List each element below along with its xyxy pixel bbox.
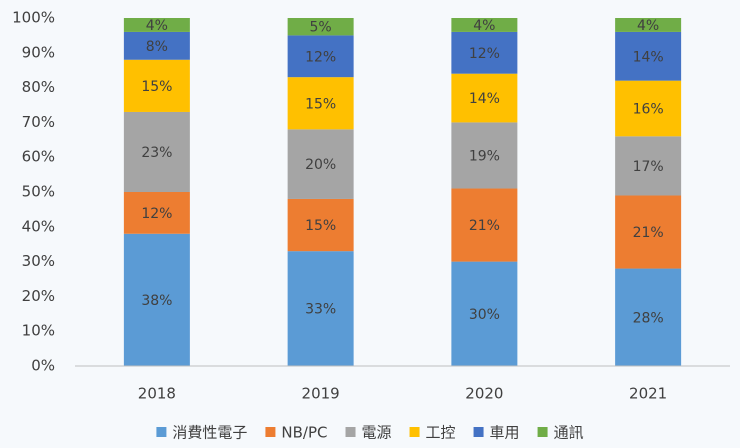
data-label: 15% <box>305 218 336 234</box>
y-tick-label: 100% <box>12 9 55 27</box>
bar-segment <box>287 129 354 199</box>
data-label: 12% <box>305 49 336 65</box>
bar-segment <box>451 73 518 123</box>
data-label: 17% <box>633 159 664 175</box>
y-tick-label: 80% <box>22 78 55 96</box>
data-label: 16% <box>633 101 664 117</box>
y-tick-label: 10% <box>22 322 55 340</box>
y-tick-label: 90% <box>22 43 55 61</box>
legend-label: 工控 <box>426 424 456 442</box>
data-label: 8% <box>146 39 168 55</box>
y-tick-label: 70% <box>22 113 55 131</box>
y-tick-label: 0% <box>31 357 55 375</box>
bar-segment <box>287 18 354 36</box>
bar-segment <box>615 31 682 81</box>
bar-segment <box>451 261 518 366</box>
legend-label: 電源 <box>362 424 392 442</box>
legend-marker <box>537 427 548 437</box>
data-label: 5% <box>310 20 332 36</box>
data-label: 14% <box>469 91 500 107</box>
bar-segment <box>123 233 190 366</box>
bar-segment <box>123 192 190 234</box>
x-tick-label: 2020 <box>465 385 503 403</box>
data-label: 4% <box>146 18 168 34</box>
y-tick-label: 30% <box>22 252 55 270</box>
y-tick-label: 60% <box>22 148 55 166</box>
bar-segment <box>451 122 518 189</box>
data-label: 15% <box>141 79 172 95</box>
legend-marker <box>473 427 484 437</box>
bar-segment <box>287 35 354 78</box>
bar-segment <box>287 198 354 252</box>
legend-marker <box>409 427 420 437</box>
legend-label: NB/PC <box>281 424 327 442</box>
bar-segment <box>123 31 190 60</box>
x-tick-label: 2021 <box>629 385 667 403</box>
data-label: 15% <box>305 96 336 112</box>
x-tick-label: 2018 <box>138 385 176 403</box>
legend-label: 車用 <box>490 424 520 442</box>
bar-segment <box>451 31 518 74</box>
bar-segment <box>615 195 682 269</box>
data-label: 21% <box>469 218 500 234</box>
bar-segment <box>287 77 354 130</box>
data-label: 33% <box>305 302 336 318</box>
bar-segment <box>123 111 190 192</box>
data-label: 21% <box>633 225 664 241</box>
data-label: 12% <box>469 46 500 62</box>
data-label: 38% <box>141 293 172 309</box>
bar-segment <box>451 188 518 262</box>
data-label: 4% <box>473 18 495 34</box>
bar-segment <box>287 251 354 366</box>
bar-segment <box>615 80 682 137</box>
legend-marker <box>345 427 356 437</box>
data-label: 20% <box>305 157 336 173</box>
bar-segment <box>615 18 682 32</box>
bar-segment <box>123 18 190 32</box>
legend-marker <box>265 427 276 437</box>
x-tick-label: 2019 <box>302 385 340 403</box>
legend-marker <box>156 427 167 437</box>
data-label: 19% <box>469 148 500 164</box>
legend-label: 通訊 <box>554 424 584 442</box>
data-label: 14% <box>633 49 664 65</box>
y-tick-label: 50% <box>22 183 55 201</box>
data-label: 12% <box>141 206 172 222</box>
bar-segment <box>123 59 190 112</box>
bar-segment <box>451 18 518 32</box>
legend-label: 消費性電子 <box>172 424 247 442</box>
data-label: 28% <box>633 310 664 326</box>
data-label: 30% <box>469 307 500 323</box>
y-tick-label: 20% <box>22 287 55 305</box>
data-label: 23% <box>141 145 172 161</box>
y-tick-label: 40% <box>22 217 55 235</box>
bar-segment <box>615 136 682 196</box>
bar-segment <box>615 268 682 366</box>
data-label: 4% <box>637 18 659 34</box>
